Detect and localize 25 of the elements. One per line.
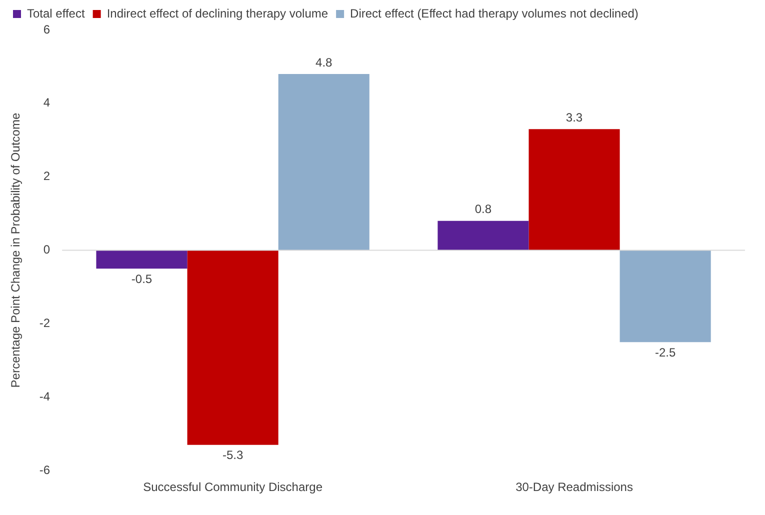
bar [278, 74, 370, 250]
y-tick-label: 0 [43, 242, 50, 257]
data-label: 0.8 [474, 202, 492, 216]
data-label: 4.8 [316, 55, 333, 70]
legend-label: Indirect effect of declining therapy volume [106, 6, 328, 20]
bar [620, 250, 711, 342]
x-tick-label: Successful Community Discharge [143, 480, 323, 494]
data-label: 3.3 [566, 110, 583, 124]
y-tick-label: -4 [39, 389, 50, 404]
y-tick-label: 2 [43, 169, 50, 184]
y-axis-title: Percentage Point Change in Probability of Outcome [8, 112, 23, 388]
x-tick-label: 30-Day Readmissions [516, 480, 633, 494]
bar [187, 250, 278, 445]
data-label: -2.5 [654, 345, 676, 360]
y-tick-label: 6 [43, 22, 50, 36]
bar [96, 250, 188, 269]
data-label: -0.5 [131, 272, 152, 286]
legend-label: Direct effect (Effect had therapy volumes not declined) [350, 6, 638, 20]
y-tick-label: 4 [43, 96, 50, 110]
y-tick-label: -2 [39, 316, 50, 330]
data-label: -5.3 [222, 448, 244, 462]
y-tick-label: -6 [39, 462, 50, 477]
legend-label: Total effect [27, 6, 86, 20]
bar [528, 129, 620, 250]
bar [438, 220, 529, 250]
